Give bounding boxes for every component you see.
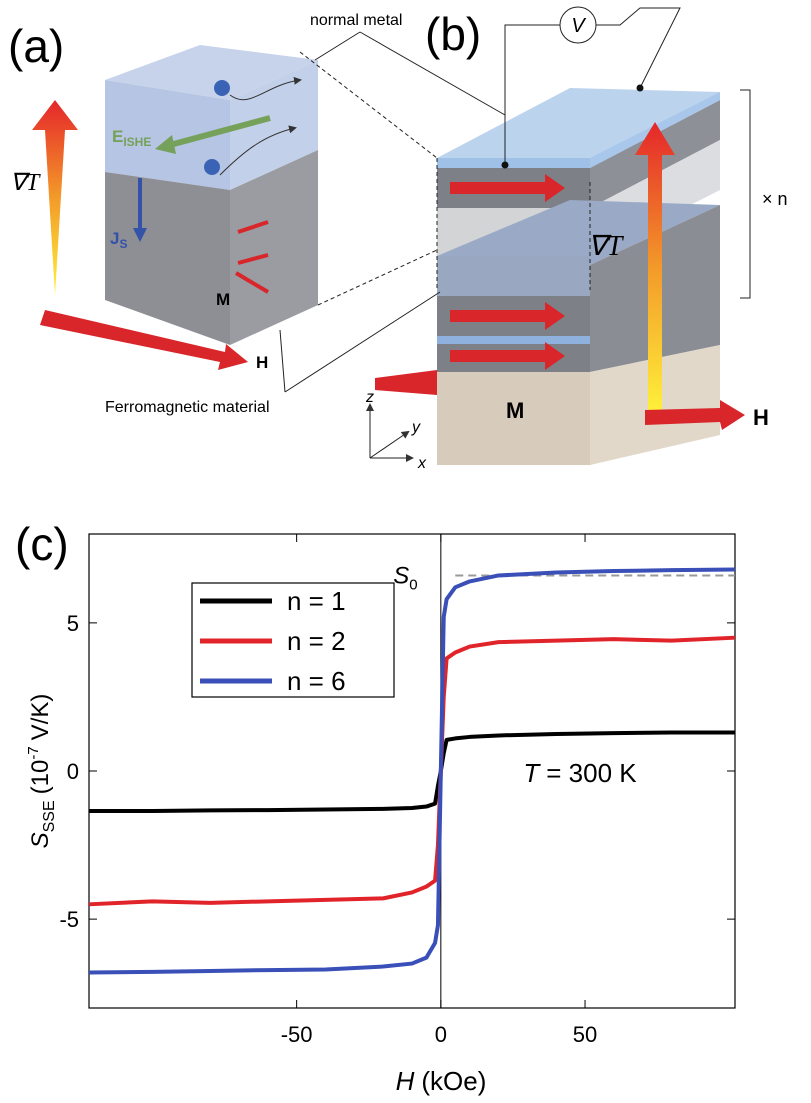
grad-t: ∇T <box>588 231 625 262</box>
panel-label: (a) <box>8 20 64 72</box>
ferromagnetic: Ferromagnetic material <box>105 399 270 416</box>
m-label: M <box>216 290 230 309</box>
x-unit: (kOe) <box>421 1066 486 1096</box>
y-tick-label: 0 <box>67 759 79 784</box>
j-sub: S <box>119 237 127 251</box>
gradient-arrow <box>32 100 78 295</box>
h-label: H <box>753 405 769 430</box>
x-symbol: H <box>396 1066 415 1096</box>
x-axis-label: H(kOe) <box>396 1066 487 1096</box>
e-sub: ISHE <box>123 135 151 149</box>
leader <box>315 32 360 60</box>
legend-label: n = 1 <box>287 586 346 616</box>
contact <box>637 85 644 92</box>
reference-label: S0 <box>393 562 417 593</box>
legend-label: n = 2 <box>287 626 346 656</box>
panel-label: (b) <box>425 8 481 60</box>
leader <box>280 330 285 392</box>
ref-sub: 0 <box>409 576 417 593</box>
x-tick-label: -50 <box>281 1022 313 1047</box>
layer <box>437 158 590 168</box>
y-symbol: S <box>27 832 54 848</box>
series-line <box>89 732 735 811</box>
e-main: E <box>112 127 123 146</box>
y-tick-label: -5 <box>59 907 79 932</box>
guide <box>318 250 437 305</box>
v-label: V <box>571 15 586 37</box>
ref-main: S <box>393 562 409 589</box>
axis-z: z <box>365 389 374 406</box>
axis-y: y <box>411 419 421 436</box>
normal-metal: normal metal <box>310 12 402 29</box>
m-label: M <box>506 398 524 423</box>
bracket <box>740 90 750 298</box>
spin <box>214 80 230 96</box>
times-n: × n <box>762 189 788 209</box>
layer <box>437 336 590 344</box>
y-sub: SSE <box>41 800 58 832</box>
y-sup: -7 <box>25 746 42 759</box>
h-arrow <box>375 370 437 395</box>
y-unit: (10 <box>27 760 54 795</box>
panel-label: (c) <box>15 518 69 570</box>
plot-frame <box>89 534 735 1008</box>
contact <box>502 162 509 169</box>
t-symbol: T <box>523 758 541 788</box>
h-label: H <box>256 353 268 372</box>
grad-t: ∇T <box>10 170 41 196</box>
series-line <box>89 638 735 905</box>
y-axis-label: SSSE (10-7 V/K) <box>25 694 58 849</box>
y-unit: V/K) <box>27 694 54 741</box>
t-rest: = 300 K <box>546 758 637 788</box>
x-tick-label: 0 <box>435 1022 447 1047</box>
axes-triad <box>370 405 412 458</box>
axis-x: x <box>417 455 427 472</box>
legend-label: n = 6 <box>287 666 346 696</box>
layer <box>437 256 590 296</box>
spin <box>204 159 220 175</box>
panel-a: (a) ∇T EISHE JS M H <box>8 20 437 372</box>
guide <box>300 52 437 158</box>
wire <box>596 8 680 88</box>
figure: (a) ∇T EISHE JS M H (b) normal metal ∇ <box>0 0 811 1103</box>
j-main: J <box>110 229 119 248</box>
fm-front <box>105 172 230 345</box>
y-tick-label: 5 <box>67 611 79 636</box>
series-line <box>89 570 735 973</box>
annotation: T= 300 K <box>523 758 637 788</box>
x-tick-label: 50 <box>573 1022 597 1047</box>
